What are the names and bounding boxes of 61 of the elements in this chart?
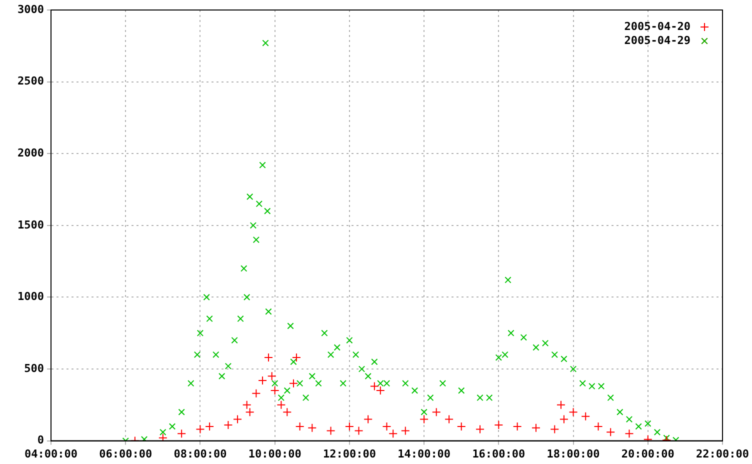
point — [308, 423, 317, 432]
y-tick-label: 1000 — [18, 290, 44, 304]
x-tick-label: 18:00:00 — [546, 447, 600, 460]
x-tick-label: 20:00:00 — [621, 447, 674, 460]
point — [550, 424, 560, 434]
legend-label: 2005-04-29 — [624, 34, 691, 47]
point — [282, 408, 292, 417]
y-tick-label: 3000 — [18, 2, 44, 16]
y-tick-label: 0 — [37, 434, 44, 447]
point — [400, 426, 410, 436]
point — [382, 422, 392, 431]
point — [476, 424, 485, 434]
point — [233, 414, 242, 424]
point — [559, 414, 568, 424]
y-tick-label: 2000 — [18, 146, 44, 160]
x-tick-label: 10:00:00 — [248, 447, 302, 460]
y-tick-label: 1500 — [18, 218, 44, 232]
y-tick-label: 500 — [24, 362, 44, 375]
point — [245, 408, 254, 417]
y-tick-label: 2500 — [18, 74, 44, 88]
point — [512, 422, 522, 431]
point — [556, 400, 566, 410]
point — [388, 429, 398, 438]
x-tick-label: 22:00:00 — [696, 447, 749, 460]
point — [354, 426, 364, 436]
point — [295, 422, 304, 431]
point — [344, 422, 354, 431]
point — [270, 386, 280, 396]
point — [531, 423, 540, 432]
point — [568, 408, 578, 417]
point — [242, 400, 252, 410]
point — [606, 428, 616, 437]
point — [594, 422, 603, 431]
point — [292, 353, 301, 362]
x-tick-label: 16:00:00 — [472, 447, 526, 460]
point — [224, 420, 233, 430]
point — [177, 429, 186, 438]
point — [288, 378, 298, 388]
x-tick-label: 08:00:00 — [174, 447, 227, 460]
x-tick-label: 12:00:00 — [322, 447, 376, 460]
point — [258, 376, 268, 385]
point — [196, 424, 205, 434]
point — [624, 429, 634, 438]
point — [276, 400, 286, 410]
point — [264, 353, 273, 362]
legend-label: 2005-04-20 — [624, 20, 691, 33]
point — [494, 420, 504, 430]
point — [205, 422, 214, 431]
point — [581, 412, 590, 421]
point — [444, 414, 454, 424]
point — [158, 433, 168, 441]
x-tick-label: 06:00:00 — [99, 447, 152, 460]
x-tick-label: 04:00:00 — [24, 447, 78, 460]
x-tick-label: 14:00:00 — [398, 447, 451, 460]
point — [326, 426, 336, 436]
point — [252, 388, 261, 398]
point — [364, 414, 373, 424]
point — [267, 372, 276, 381]
point — [420, 414, 429, 424]
point — [432, 408, 441, 417]
point — [456, 422, 466, 431]
